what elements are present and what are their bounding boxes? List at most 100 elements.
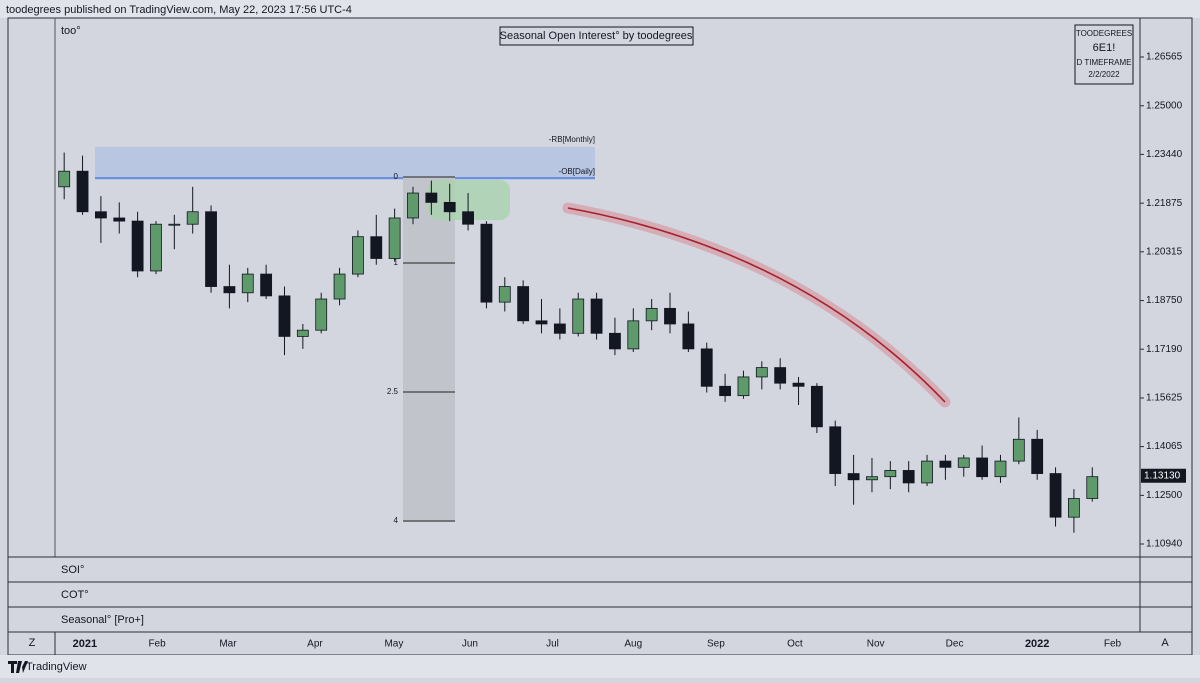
y-tick-label: 1.25000: [1146, 100, 1183, 111]
footer-bar: [0, 655, 1200, 678]
candle-body: [609, 332, 621, 350]
candle-body: [1068, 498, 1080, 518]
zone-label: -OB[Daily]: [559, 167, 595, 176]
candle-body: [774, 367, 787, 384]
title-box: [499, 26, 694, 46]
candle-body: [462, 211, 474, 225]
candle-body: [590, 298, 603, 334]
candle-body: [296, 329, 309, 337]
indicator-label: too°: [61, 25, 81, 37]
candle-body: [1012, 438, 1025, 462]
candle-body: [425, 192, 438, 203]
candle-body: [645, 307, 658, 322]
candle-body: [957, 457, 970, 468]
x-tick-label: Sep: [707, 639, 725, 650]
x-tick-label: Jul: [546, 639, 559, 650]
candle-body: [407, 192, 419, 219]
x-tick-label: Feb: [148, 639, 166, 650]
candle-body: [553, 323, 566, 334]
fib-label: 4: [394, 516, 399, 525]
y-tick-label: 1.15625: [1146, 393, 1183, 404]
candle-body: [168, 223, 181, 226]
candle-body: [994, 460, 1007, 478]
y-tick-label: 1.26565: [1146, 52, 1183, 63]
info-text: TOODEGREES: [1076, 29, 1132, 38]
candle-body: [719, 385, 732, 397]
candle-body: [58, 170, 71, 188]
x-tick-label: Mar: [219, 639, 237, 650]
fib-levels: 012.54: [387, 172, 455, 525]
candle-body: [682, 323, 695, 350]
candle-body: [700, 348, 713, 387]
candle-body: [517, 286, 530, 322]
axis-button[interactable]: Z: [29, 637, 36, 649]
chart-title: Seasonal Open Interest° by toodegrees: [500, 30, 693, 42]
candle-body: [737, 376, 750, 397]
candle-body: [498, 286, 511, 303]
y-tick-label: 1.10940: [1146, 539, 1183, 550]
candle-body: [94, 211, 107, 219]
candle-body: [810, 385, 823, 428]
candle-body: [113, 217, 126, 222]
candle-body: [370, 236, 383, 259]
rb-zone: [95, 147, 595, 180]
y-tick-label: 1.18750: [1146, 295, 1183, 306]
candle-body: [1031, 438, 1044, 474]
candle-body: [131, 220, 144, 272]
fib-label: 0: [394, 172, 399, 181]
brand: TradingView: [26, 661, 87, 673]
header-bar: [0, 0, 1200, 18]
fib-label: 1: [394, 258, 399, 267]
y-tick-label: 1.17190: [1146, 344, 1183, 355]
candle-body: [866, 476, 878, 481]
candle-body: [205, 211, 217, 287]
pane-label: Seasonal° [Pro+]: [61, 614, 144, 626]
info-text: 6E1!: [1093, 42, 1116, 54]
last-price-label: 1.13130: [1144, 470, 1181, 481]
candle-body: [150, 223, 162, 272]
last-price-box: [1141, 468, 1186, 483]
candle-body: [921, 460, 933, 484]
tradingview-logo: [8, 661, 28, 673]
x-tick-label: 2021: [73, 638, 97, 650]
fib-zone: [403, 177, 455, 522]
candle-body: [664, 307, 676, 325]
x-tick-label: Apr: [307, 639, 323, 650]
candle-body: [1086, 476, 1099, 499]
candle-body: [241, 273, 254, 294]
y-tick-label: 1.23440: [1146, 149, 1183, 160]
axes: 1.26565 1.25000 1.23440 1.21875 1.20315 1.187…: [73, 52, 1186, 650]
x-tick-label: Jun: [462, 639, 478, 650]
candle-body: [333, 273, 346, 300]
candle-body: [847, 473, 860, 481]
candle-body: [352, 236, 364, 275]
candle-body: [278, 295, 291, 337]
candle-body: [186, 211, 199, 225]
candle-body: [388, 217, 401, 259]
fib-label: 2.5: [387, 387, 399, 396]
candle-body: [572, 298, 585, 334]
candle-body: [884, 470, 897, 478]
x-tick-label: Oct: [787, 639, 803, 650]
x-tick-label: Nov: [867, 639, 885, 650]
candle-body: [535, 320, 548, 325]
info-box: [1074, 24, 1134, 85]
y-tick-label: 1.20315: [1146, 246, 1183, 257]
x-tick-label: Feb: [1104, 639, 1122, 650]
axis-button[interactable]: A: [1161, 637, 1169, 649]
zone-label: -RB[Monthly]: [549, 135, 595, 144]
candle-body: [315, 298, 328, 331]
y-tick-label: 1.21875: [1146, 198, 1183, 209]
candle-body: [792, 382, 805, 387]
y-tick-label: 1.14065: [1146, 441, 1183, 452]
candles: [58, 152, 1099, 533]
x-tick-label: Aug: [624, 639, 642, 650]
x-tick-label: Dec: [946, 639, 964, 650]
candle-body: [902, 470, 915, 484]
candle-body: [829, 426, 842, 474]
info-text: 2/2/2022: [1088, 70, 1120, 79]
candle-body: [755, 367, 768, 378]
